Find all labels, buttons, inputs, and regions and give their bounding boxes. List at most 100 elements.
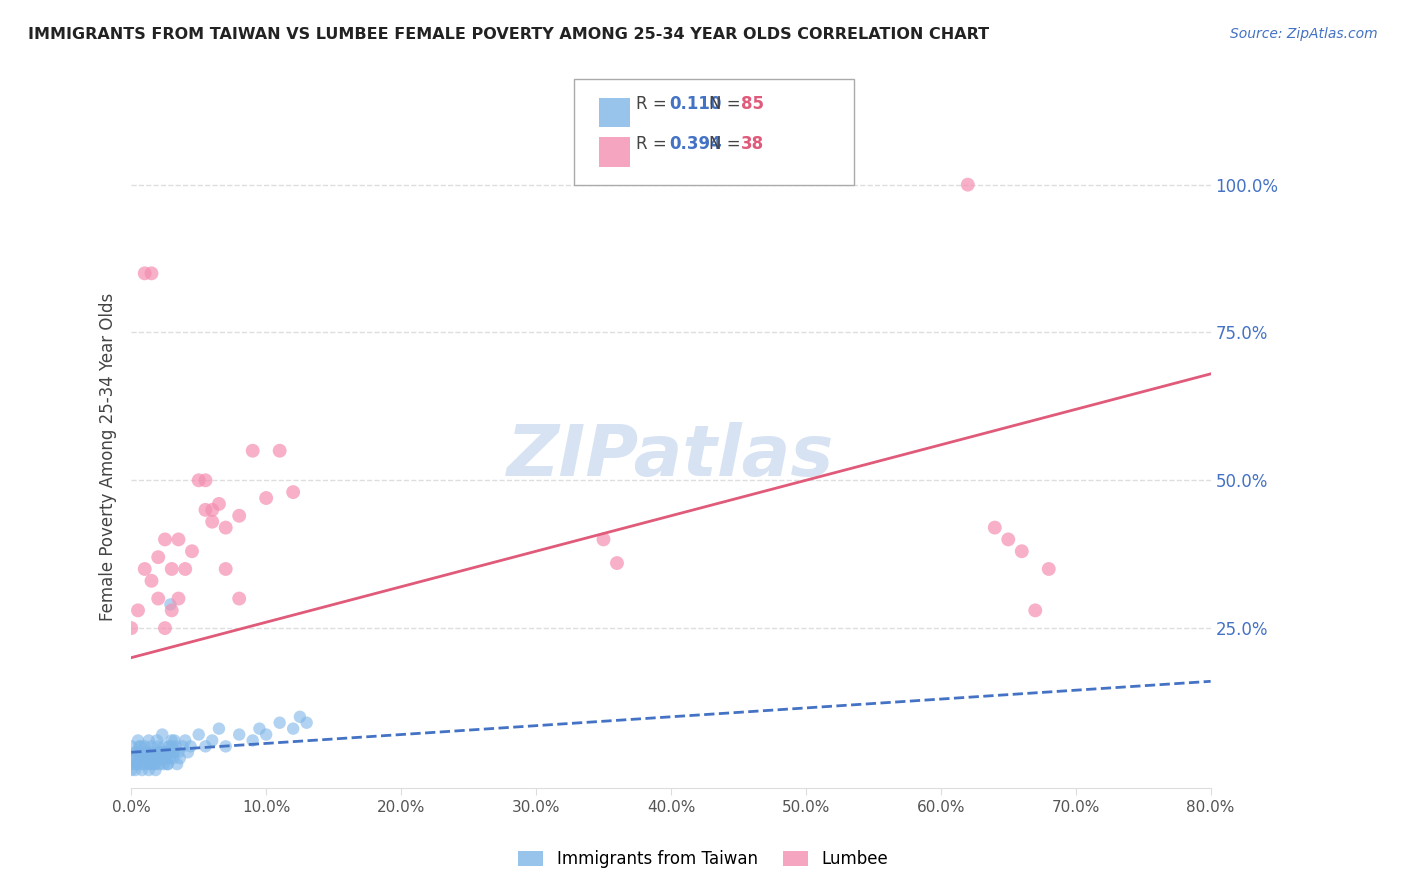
Point — [592, 533, 614, 547]
Point — [249, 722, 271, 736]
Point — [159, 745, 181, 759]
Point — [143, 757, 166, 772]
Point — [156, 757, 179, 772]
Point — [160, 739, 183, 754]
Text: 38: 38 — [741, 135, 765, 153]
Point — [160, 562, 183, 576]
Point — [146, 751, 169, 765]
Text: N =: N = — [709, 135, 745, 153]
Point — [254, 727, 277, 741]
Point — [208, 722, 231, 736]
Point — [135, 745, 157, 759]
Point — [215, 562, 238, 576]
Point — [141, 574, 163, 588]
Point — [149, 751, 172, 765]
Point — [160, 733, 183, 747]
Point — [174, 733, 197, 747]
Point — [120, 621, 142, 635]
Point — [155, 745, 177, 759]
Point — [153, 745, 176, 759]
Point — [215, 520, 238, 534]
Point — [155, 751, 177, 765]
Point — [169, 751, 191, 765]
Point — [145, 757, 167, 772]
Text: ZIPatlas: ZIPatlas — [508, 422, 835, 491]
Point — [163, 733, 186, 747]
Point — [157, 739, 180, 754]
Point — [132, 751, 155, 765]
Point — [139, 757, 162, 772]
Point — [228, 727, 250, 741]
Point — [174, 562, 197, 576]
Point — [160, 603, 183, 617]
Text: R =: R = — [637, 95, 672, 113]
Point — [194, 473, 217, 487]
Point — [1024, 603, 1046, 617]
Point — [201, 733, 224, 747]
Point — [142, 751, 165, 765]
Point — [984, 520, 1007, 534]
Legend: Immigrants from Taiwan, Lumbee: Immigrants from Taiwan, Lumbee — [512, 844, 894, 875]
Point — [153, 621, 176, 635]
Point — [128, 739, 150, 754]
Point — [134, 757, 156, 772]
Point — [167, 591, 190, 606]
Point — [125, 745, 148, 759]
Point — [150, 745, 173, 759]
Point — [141, 739, 163, 754]
Point — [148, 739, 170, 754]
Point — [153, 751, 176, 765]
Point — [997, 533, 1019, 547]
Point — [127, 757, 149, 772]
Point — [215, 739, 238, 754]
Point — [242, 443, 264, 458]
FancyBboxPatch shape — [574, 79, 855, 186]
Point — [1038, 562, 1060, 576]
Point — [125, 757, 148, 772]
Point — [141, 266, 163, 280]
Point — [167, 533, 190, 547]
Point — [1011, 544, 1033, 558]
Point — [127, 733, 149, 747]
Point — [187, 727, 209, 741]
Point — [269, 443, 291, 458]
Point — [152, 739, 174, 754]
Point — [208, 497, 231, 511]
Point — [122, 751, 145, 765]
Point — [201, 503, 224, 517]
Point — [134, 266, 156, 280]
Text: IMMIGRANTS FROM TAIWAN VS LUMBEE FEMALE POVERTY AMONG 25-34 YEAR OLDS CORRELATIO: IMMIGRANTS FROM TAIWAN VS LUMBEE FEMALE … — [28, 27, 990, 42]
Point — [228, 591, 250, 606]
Point — [157, 751, 180, 765]
Point — [138, 763, 160, 777]
Point — [194, 739, 217, 754]
Point — [166, 757, 188, 772]
Point — [131, 763, 153, 777]
Point — [146, 733, 169, 747]
Point — [165, 739, 187, 754]
Point — [136, 751, 159, 765]
Point — [606, 556, 628, 570]
Point — [288, 710, 311, 724]
Point — [120, 763, 142, 777]
Point — [187, 473, 209, 487]
Point — [139, 757, 162, 772]
Point — [153, 533, 176, 547]
Point — [148, 550, 170, 565]
Point — [177, 745, 200, 759]
Point — [295, 715, 318, 730]
Point — [149, 751, 172, 765]
Point — [162, 751, 184, 765]
Point — [149, 757, 172, 772]
Point — [194, 503, 217, 517]
Point — [254, 491, 277, 505]
Point — [163, 745, 186, 759]
Point — [129, 739, 152, 754]
Point — [283, 485, 305, 500]
Point — [129, 745, 152, 759]
Point — [180, 739, 202, 754]
Point — [149, 745, 172, 759]
Point — [138, 733, 160, 747]
Point — [283, 722, 305, 736]
Point — [159, 598, 181, 612]
